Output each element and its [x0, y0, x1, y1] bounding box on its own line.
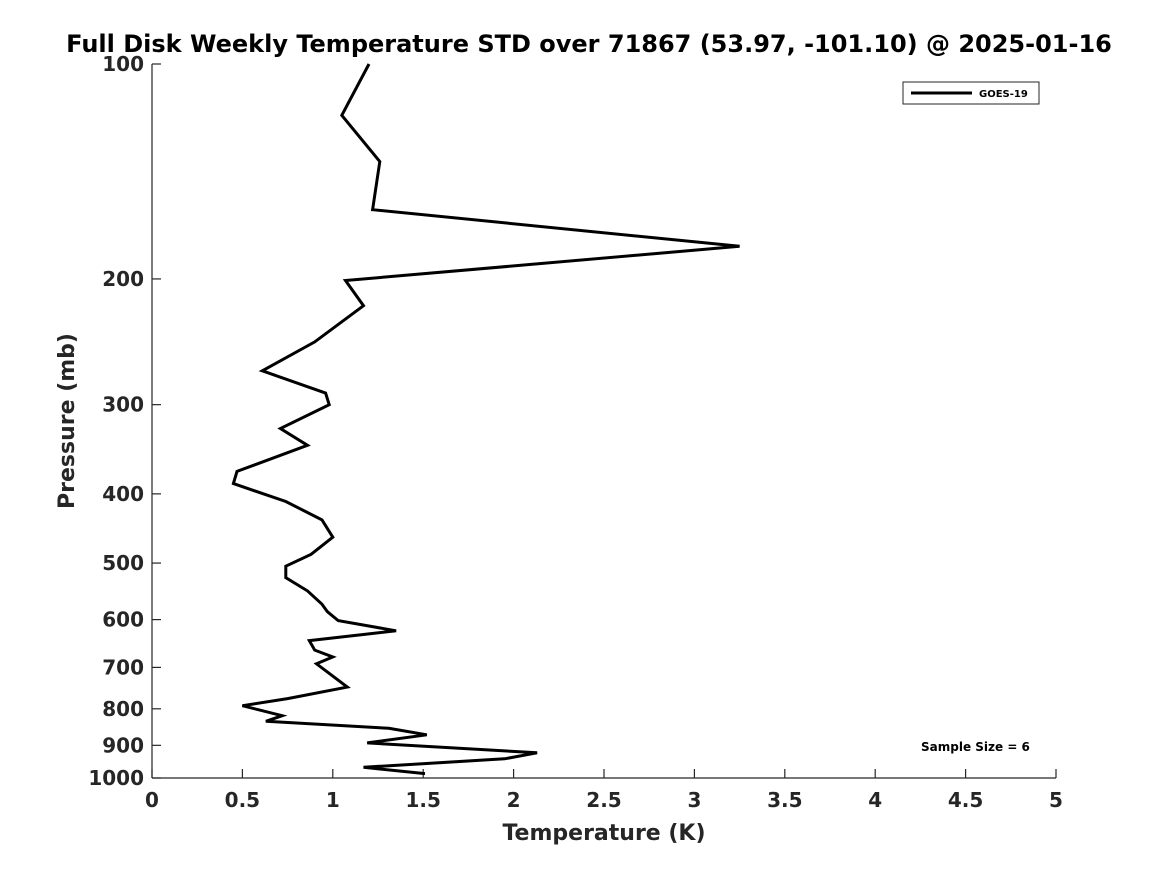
y-tick-label: 100	[102, 52, 144, 76]
y-tick-label: 700	[102, 655, 144, 679]
y-tick-label: 800	[102, 697, 144, 721]
y-tick-label: 900	[102, 733, 144, 757]
series-line-goes-19	[231, 63, 740, 776]
x-tick-label: 1.5	[405, 788, 440, 812]
y-tick-label: 600	[102, 608, 144, 632]
x-tick-label: 1	[326, 788, 340, 812]
x-tick-label: 2.5	[586, 788, 621, 812]
x-tick-label: 4	[868, 788, 882, 812]
x-tick-label: 4.5	[948, 788, 983, 812]
y-tick-label: 1000	[88, 766, 144, 790]
y-tick-label: 200	[102, 267, 144, 291]
chart-title: Full Disk Weekly Temperature STD over 71…	[66, 30, 1112, 58]
plot-frame	[151, 64, 1056, 779]
x-tick-label: 3.5	[767, 788, 802, 812]
x-tick-label: 0.5	[225, 788, 260, 812]
x-tick-label: 0	[145, 788, 159, 812]
sample-size-annotation: Sample Size = 6	[921, 740, 1030, 754]
y-tick-label: 300	[102, 393, 144, 417]
y-axis-label: Pressure (mb)	[55, 333, 80, 509]
y-tick-label: 400	[102, 482, 144, 506]
y-ticks: 100 200 300 400 500 600 700 800 900 1000	[88, 52, 161, 790]
y-tick-label: 500	[102, 551, 144, 575]
x-ticks: 0 0.5 1 1.5 2 2.5 3 3.5 4 4.5 5	[145, 769, 1063, 812]
x-tick-label: 2	[507, 788, 521, 812]
legend: GOES-19	[902, 81, 1040, 105]
x-tick-label: 3	[687, 788, 701, 812]
series-layer	[231, 63, 740, 776]
x-tick-label: 5	[1049, 788, 1063, 812]
legend-label-goes-19: GOES-19	[979, 89, 1028, 100]
x-axis-label: Temperature (K)	[502, 821, 705, 846]
